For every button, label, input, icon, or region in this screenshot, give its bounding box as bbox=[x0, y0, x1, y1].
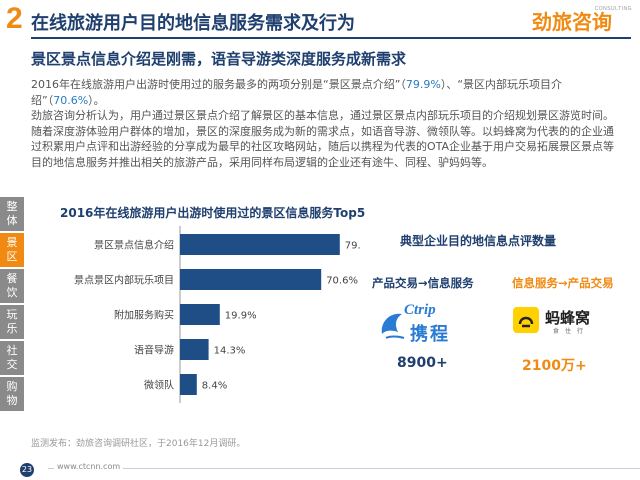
header: 2 在线旅游用户目的地信息服务需求及行为 劲旅咨询 CONSULTING bbox=[0, 0, 640, 39]
tab-dining[interactable]: 餐饮 bbox=[0, 269, 24, 303]
chart-title: 2016年在线旅游用户出游时使用过的景区信息服务Top5 bbox=[60, 206, 366, 220]
bar-chart: 景区景点信息介绍 79.9% 景点景区内部玩乐项目 70.6% 附加服务购买 19.9% 语… bbox=[74, 226, 360, 403]
value-label: 70.6% bbox=[326, 276, 358, 287]
bar bbox=[180, 304, 220, 325]
tab-scenic[interactable]: 景区 bbox=[0, 233, 24, 267]
paragraph-2: 劲旅咨询分析认为，用户通过景区景点介绍了解景区的基本信息，通过景区景点内部玩乐项… bbox=[31, 109, 615, 169]
brand-logo: 劲旅咨询 CONSULTING bbox=[532, 6, 636, 36]
page-number: 23 bbox=[20, 463, 34, 477]
bar bbox=[180, 339, 209, 360]
bar bbox=[180, 234, 340, 255]
mafengwo-icon bbox=[513, 307, 539, 333]
value-label: 19.9% bbox=[225, 311, 257, 322]
flow-label-ctrip: 产品交易→信息服务 bbox=[372, 276, 474, 290]
category-label: 景点景区内部玩乐项目 bbox=[74, 274, 174, 287]
ctrip-review-count: 8900+ bbox=[397, 355, 448, 371]
tab-overall[interactable]: 整体 bbox=[0, 197, 24, 231]
p1-text-e: ）。 bbox=[88, 93, 105, 107]
mafengwo-logo: 蚂蜂窝 食住行 bbox=[513, 305, 623, 345]
p1-value-2: 70.6% bbox=[53, 93, 89, 107]
logo-subtext: CONSULTING bbox=[594, 6, 632, 12]
tab-label: 社交 bbox=[6, 344, 18, 371]
p1-value-1: 79.9% bbox=[405, 78, 441, 91]
bar bbox=[180, 374, 197, 395]
body-text: 2016年在线旅游用户出游时使用过的服务最多的两项分别是“景区景点介绍”（79.… bbox=[31, 77, 621, 170]
p1-text-c: ）、“景区内部玩乐项目介绍”（ bbox=[31, 78, 563, 107]
value-label: 14.3% bbox=[214, 346, 246, 357]
logo-text: 劲旅咨询 bbox=[532, 10, 612, 34]
mafengwo-name: 蚂蜂窝 bbox=[545, 309, 591, 327]
header-divider bbox=[31, 37, 631, 39]
tab-shopping[interactable]: 购物 bbox=[0, 377, 24, 411]
category-label: 附加服务购买 bbox=[114, 309, 174, 322]
slide-subtitle: 景区景点信息介绍是刚需，语音导游类深度服务成新需求 bbox=[31, 50, 407, 68]
tab-label: 玩乐 bbox=[6, 308, 18, 335]
footer-url[interactable]: www.ctcnn.com bbox=[54, 462, 124, 471]
ctrip-name-cn: 携程 bbox=[410, 324, 450, 345]
footer: 23 www.ctcnn.com bbox=[0, 460, 640, 480]
flow-label-mafengwo: 信息服务→产品交易 bbox=[512, 276, 614, 290]
page-title: 在线旅游用户目的地信息服务需求及行为 bbox=[31, 13, 355, 34]
value-label: 79.9% bbox=[345, 241, 360, 252]
category-label: 语音导游 bbox=[134, 344, 174, 357]
value-label: 8.4% bbox=[202, 381, 227, 392]
tab-label: 景区 bbox=[6, 236, 18, 263]
tab-label: 整体 bbox=[6, 200, 18, 227]
category-label: 微领队 bbox=[144, 379, 174, 392]
paragraph-1: 2016年在线旅游用户出游时使用过的服务最多的两项分别是“景区景点介绍”（79.… bbox=[31, 77, 621, 108]
panel-title: 典型企业目的地信息点评数量 bbox=[400, 234, 557, 248]
tab-label: 购物 bbox=[6, 380, 18, 407]
ctrip-name-en: Ctrip bbox=[404, 302, 436, 318]
mafengwo-review-count: 2100万+ bbox=[522, 358, 587, 374]
footer-divider bbox=[48, 468, 640, 469]
mafengwo-tagline: 食住行 bbox=[553, 328, 590, 335]
dolphin-icon bbox=[381, 313, 405, 339]
source-note: 监测发布：劲旅咨询调研社区，于2016年12月调研。 bbox=[31, 439, 246, 449]
tab-social[interactable]: 社交 bbox=[0, 341, 24, 375]
bar bbox=[180, 269, 322, 290]
category-label: 景区景点信息介绍 bbox=[94, 239, 174, 252]
ctrip-logo: Ctrip 携程 bbox=[378, 302, 488, 345]
tab-entertainment[interactable]: 玩乐 bbox=[0, 305, 24, 339]
tab-label: 餐饮 bbox=[6, 272, 18, 299]
section-number: 2 bbox=[6, 2, 23, 35]
p1-text-a: 2016年在线旅游用户出游时使用过的服务最多的两项分别是“景区景点介绍”（ bbox=[31, 78, 406, 91]
